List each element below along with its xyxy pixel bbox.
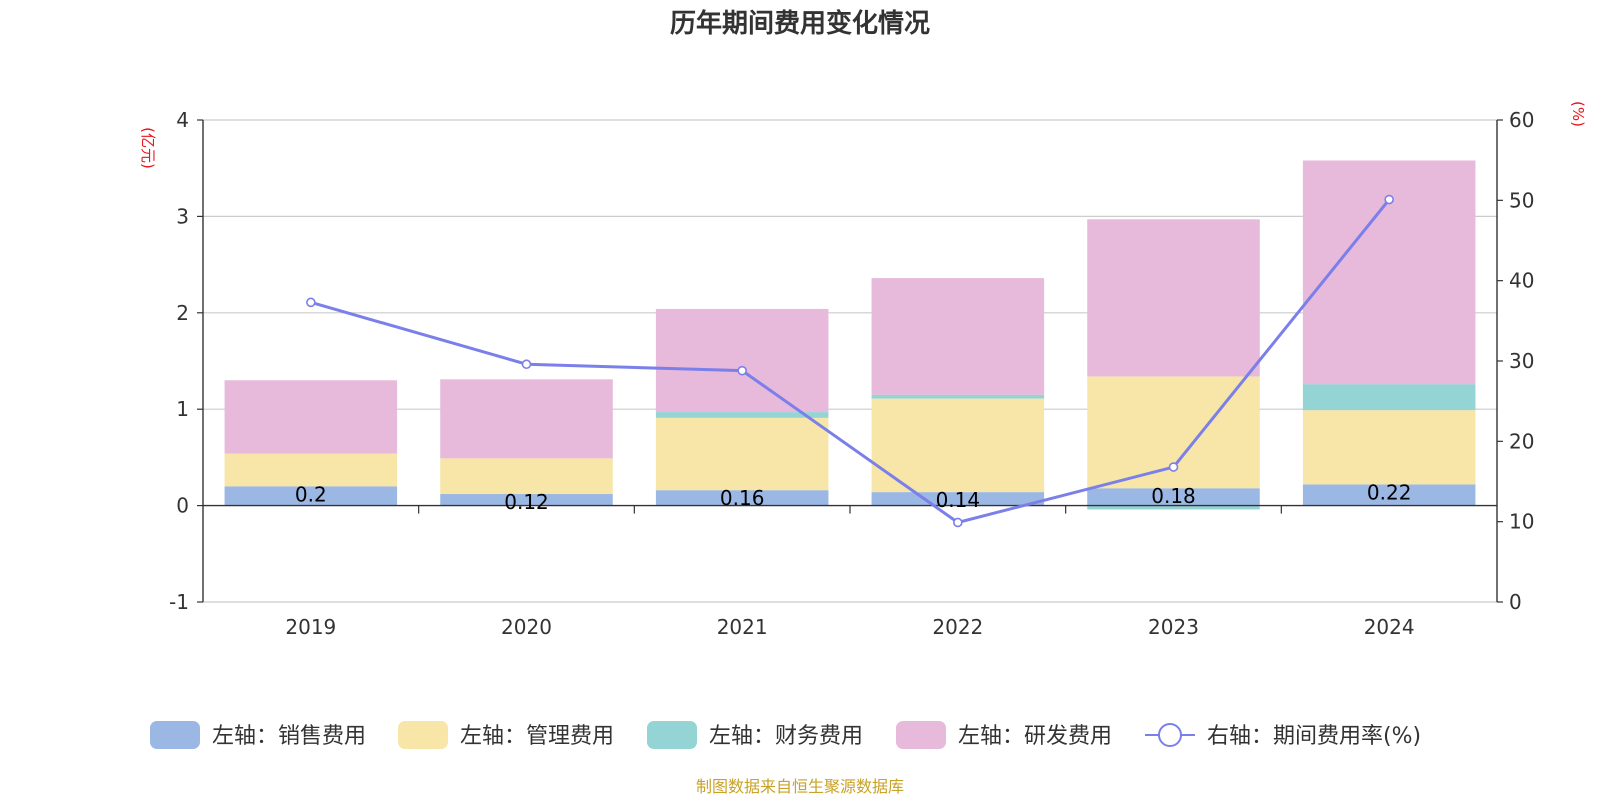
bar-segment [224,453,398,487]
legend-swatch [647,721,697,749]
source-note: 制图数据来自恒生聚源数据库 [696,777,904,796]
bar-segment [655,412,829,418]
chart-title: 历年期间费用变化情况 [670,8,930,39]
rate-point [1384,194,1394,205]
left-tick-label: 3 [176,204,189,228]
rate-point [953,517,963,528]
right-tick-label: 60 [1509,108,1534,132]
bar-segment [224,380,398,454]
rate-line [306,194,1394,528]
rate-point [306,297,316,308]
data-label: 0.22 [1367,480,1412,504]
bar-segment [655,490,829,506]
bar-segment [871,398,1045,493]
right-axis-unit: (%) [1569,101,1587,127]
bar-segment [1087,219,1260,377]
bar-segment [440,379,613,459]
gridlines [203,119,1497,603]
rate-point [521,359,532,370]
data-label: 0.16 [720,486,765,510]
bar-segment [655,308,829,413]
bar-segment [440,494,613,506]
x-tick-label: 2020 [501,615,552,639]
data-label: 0.2 [295,482,327,506]
data-label: 0.18 [1151,484,1196,508]
legend: 左轴：销售费用 左轴：管理费用 左轴：财务费用 左轴：研发费用 右轴：期间费用率(%) [150,721,1421,749]
bar-segment [1302,384,1476,411]
legend-label: 左轴：财务费用 [709,724,863,749]
right-tick-label: 0 [1509,590,1522,614]
left-tick-label: 1 [176,397,189,421]
bar-segment [871,394,1045,399]
bar-segment [440,458,613,495]
left-tick-label: 0 [176,494,189,518]
bars [224,160,1476,510]
legend-label: 右轴：期间费用率(%) [1207,724,1421,749]
x-tick-label: 2021 [717,615,768,639]
bar-segment [1302,484,1476,506]
legend-marker [1158,723,1182,747]
left-tick-label: 2 [176,301,189,325]
bar-segment [871,492,1045,506]
bar-segment [1302,410,1476,485]
bar-segment [871,278,1045,395]
right-tick-label: 20 [1509,429,1534,453]
x-tick-label: 2019 [285,615,336,639]
legend-label: 左轴：管理费用 [460,724,614,749]
bar-segment [655,417,829,491]
data-label: 0.14 [936,488,981,512]
data-labels: 0.2 0.12 0.16 0.14 0.18 0.22 [295,480,1412,514]
legend-label: 左轴：研发费用 [958,724,1112,749]
legend-swatch [150,721,200,749]
right-tick-label: 40 [1509,269,1534,293]
rate-point [737,365,747,376]
bar-segment [224,486,398,506]
legend-swatch [398,721,448,749]
legend-swatch [896,721,946,749]
x-tick-label: 2022 [932,615,983,639]
rate-line-path [310,198,1391,525]
bar-segment [1087,505,1260,510]
right-tick-label: 10 [1509,510,1534,534]
left-tick-label: 4 [176,108,189,132]
bar-segment [1087,488,1260,506]
right-tick-label: 30 [1509,349,1534,373]
x-tick-label: 2024 [1364,615,1415,639]
x-tick-label: 2023 [1148,615,1199,639]
left-tick-label: -1 [169,590,189,614]
left-axis-unit: (亿元) [139,127,157,169]
rate-point [1168,462,1179,472]
legend-label: 左轴：销售费用 [212,724,366,749]
data-label: 0.12 [504,490,549,514]
right-tick-label: 50 [1509,188,1534,212]
